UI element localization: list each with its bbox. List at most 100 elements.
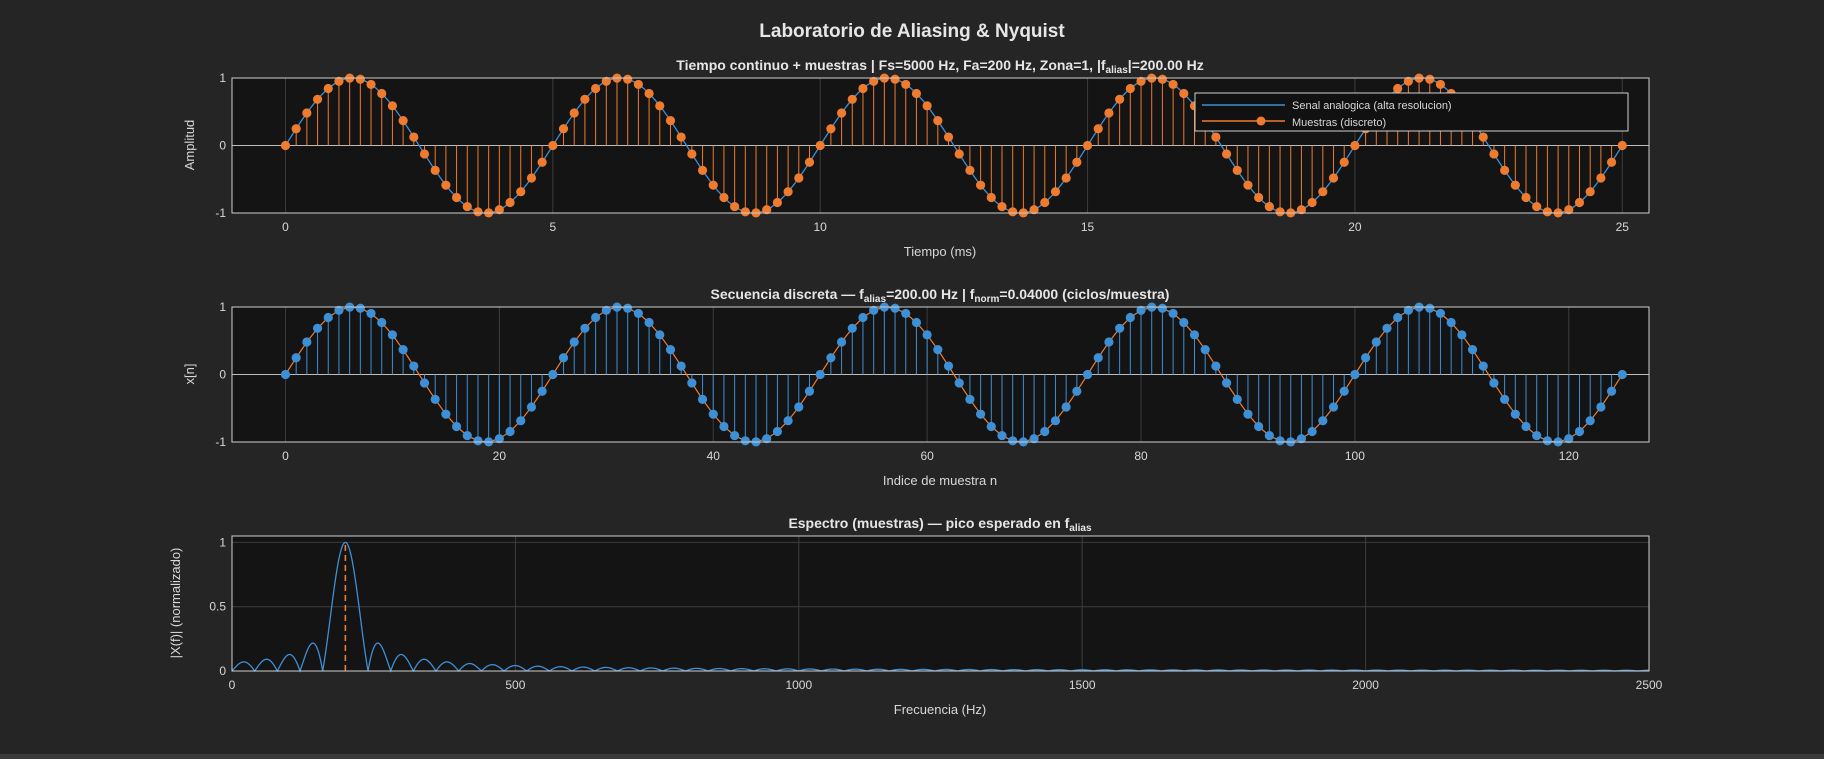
title-mid: =200.00 Hz | f [886, 286, 975, 302]
sample-point [291, 124, 301, 134]
y-tick-label: 0.5 [209, 600, 226, 614]
panel-discrete-sequence: 0 20 40 60 80 100 120 -1 0 1 Secuencia discreta —… [182, 286, 1650, 488]
sample-point [558, 124, 569, 134]
x-tick-label: 1500 [1069, 678, 1096, 692]
sample-point [1532, 201, 1542, 212]
sequence-point [687, 378, 697, 388]
panel-title: Tiempo continuo + muestras | Fs=5000 Hz,… [676, 57, 1203, 76]
x-tick-label: 40 [707, 449, 721, 463]
sequence-point [783, 416, 793, 426]
sample-point [1104, 108, 1114, 118]
sequence-point [441, 409, 451, 419]
sample-point [1307, 197, 1317, 208]
sample-point [1328, 173, 1339, 183]
sequence-point [976, 409, 986, 419]
sample-point [1606, 157, 1617, 167]
sample-point [409, 132, 419, 142]
axes-frame [231, 77, 1650, 214]
tick-labels: 0 500 1000 1500 2000 2500 0 0.5 1 [209, 535, 1662, 692]
sequence-point [1339, 386, 1349, 396]
sample-point [1489, 149, 1499, 159]
sample-point [697, 165, 708, 175]
sequence-point [312, 323, 323, 333]
title-prefix: Tiempo continuo + muestras | Fs=5000 Hz,… [676, 57, 1106, 73]
sequence-point [1029, 434, 1039, 444]
sample-point [804, 157, 815, 167]
sample-point [323, 83, 333, 94]
sample-point [1040, 197, 1050, 208]
sample-point [1232, 165, 1242, 175]
sequence-point [1072, 386, 1082, 396]
sample-point [1478, 132, 1488, 142]
x-tick-label: 500 [505, 678, 525, 692]
sequence-point [804, 386, 815, 396]
sample-point [1264, 201, 1274, 212]
sequence-point [1606, 386, 1617, 396]
sample-point [997, 201, 1007, 212]
sequence-point [1500, 394, 1510, 404]
sequence-point [954, 378, 964, 388]
sequence-point [591, 312, 601, 323]
sequence-point [655, 330, 665, 340]
sample-point [943, 132, 954, 142]
sequence-point [1425, 303, 1435, 313]
sequence-point [1489, 378, 1499, 388]
sample-point [890, 74, 900, 84]
sample-point [762, 205, 772, 215]
sample-point [1596, 173, 1606, 183]
sequence-point [697, 394, 708, 404]
sequence-point [708, 409, 718, 419]
sequence-point [601, 305, 611, 315]
x-tick-label: 100 [1345, 449, 1365, 463]
y-tick-label: -1 [215, 435, 226, 449]
sequence-point [526, 402, 537, 412]
sequence-point [409, 361, 419, 371]
title-sub2: norm [974, 294, 999, 305]
sequence-point [537, 386, 547, 396]
sample-point [1350, 140, 1360, 151]
sequence-point [997, 430, 1007, 441]
sequence-point [516, 416, 526, 426]
sequence-point [558, 353, 569, 363]
sample-point [783, 187, 793, 197]
sample-point [986, 192, 996, 203]
sequence-point [986, 421, 996, 432]
sequence-point [1478, 361, 1488, 371]
sample-point [719, 192, 729, 203]
tick-labels: 0 5 10 15 20 25 -1 0 1 [215, 71, 1629, 234]
sample-point [1061, 173, 1071, 183]
sample-point [1029, 205, 1039, 215]
sample-point [302, 108, 312, 118]
sequence-point [1050, 416, 1061, 426]
window-bottom-edge [0, 754, 1824, 759]
sequence-point [911, 317, 922, 328]
x-axis-label: Indice de muestra n [883, 473, 997, 488]
sequence-point [1403, 305, 1413, 315]
sequence-point [901, 308, 911, 319]
sequence-point [965, 394, 975, 404]
x-tick-label: 5 [549, 220, 556, 234]
sequence-point [1510, 409, 1520, 419]
sample-point [548, 140, 558, 151]
sample-point [387, 101, 398, 111]
x-tick-label: 10 [814, 220, 828, 234]
title-suffix: |=200.00 Hz [1128, 57, 1204, 73]
panel-spectrum: 0 500 1000 1500 2000 2500 0 0.5 1 Espectro (mues… [168, 515, 1663, 717]
sequence-point [836, 337, 847, 347]
sample-point [1339, 157, 1349, 167]
sample-point [1168, 79, 1178, 90]
axes-background [232, 536, 1649, 671]
sample-point [858, 83, 868, 94]
sample-point [772, 197, 783, 208]
sample-point [1393, 83, 1403, 94]
x-tick-label: 80 [1134, 449, 1148, 463]
sample-point [847, 94, 857, 104]
sample-point [954, 149, 964, 159]
sample-point [1008, 207, 1018, 217]
sequence-point [1328, 402, 1339, 412]
sequence-point [933, 345, 943, 355]
sample-point [922, 101, 932, 111]
sequence-point [291, 353, 301, 363]
sample-point [1521, 192, 1531, 203]
sample-point [911, 88, 922, 99]
